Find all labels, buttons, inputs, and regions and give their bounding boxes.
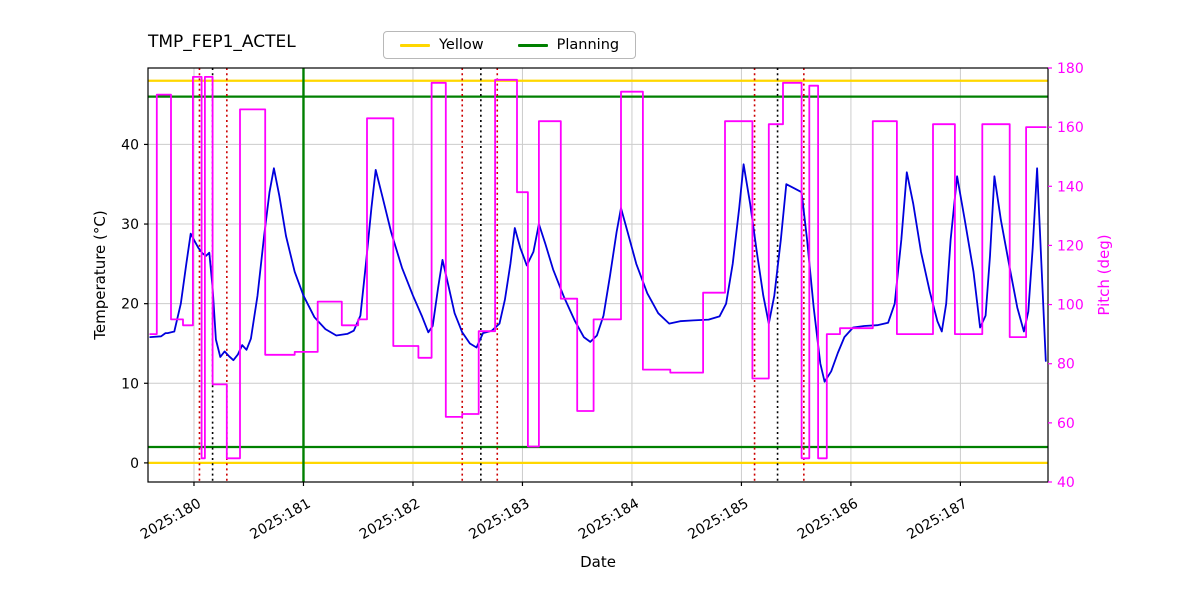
y-tick-label-right: 100 — [1057, 298, 1084, 314]
y-tick-label-right: 140 — [1057, 179, 1084, 195]
y-tick-label-left: 0 — [130, 456, 139, 472]
x-tick-label: 2025:186 — [795, 496, 861, 543]
legend-label-planning: Planning — [556, 37, 620, 53]
legend-label-yellow: Yellow — [439, 37, 484, 53]
y-tick-label-left: 20 — [121, 297, 139, 313]
chart-title: TMP_FEP1_ACTEL — [148, 32, 296, 52]
series-temperature — [149, 163, 1047, 383]
legend: Yellow Planning — [383, 31, 637, 59]
y-tick-label-left: 40 — [121, 137, 139, 153]
x-tick-label: 2025:181 — [247, 496, 313, 543]
y-tick-label-left: 30 — [121, 217, 139, 233]
plot-border — [147, 67, 1049, 483]
planning-line-swatch — [517, 43, 548, 47]
y-tick-label-right: 60 — [1057, 416, 1075, 432]
y-tick-label-right: 40 — [1057, 475, 1075, 491]
legend-item-planning: Planning — [517, 37, 620, 53]
x-tick-label: 2025:185 — [685, 496, 751, 543]
y-tick-label-right: 180 — [1057, 61, 1084, 77]
y-tick-label-right: 120 — [1057, 238, 1084, 254]
x-axis-label: Date — [580, 553, 616, 571]
x-tick-label: 2025:183 — [466, 496, 532, 543]
y-tick-label-right: 160 — [1057, 120, 1084, 136]
series-pitch — [149, 76, 1047, 460]
y-tick-label-left: 10 — [121, 376, 139, 392]
legend-item-yellow: Yellow — [400, 37, 484, 53]
y-axis-label-right: Pitch (deg) — [1095, 234, 1113, 316]
yellow-line-swatch — [400, 43, 430, 47]
x-tick-label: 2025:184 — [576, 496, 642, 543]
y-axis-label-left: Temperature (°C) — [91, 210, 109, 340]
x-tick-label: 2025:187 — [904, 496, 970, 543]
x-tick-label: 2025:180 — [138, 496, 204, 543]
y-tick-label-right: 80 — [1057, 357, 1075, 373]
x-tick-label: 2025:182 — [357, 496, 423, 543]
